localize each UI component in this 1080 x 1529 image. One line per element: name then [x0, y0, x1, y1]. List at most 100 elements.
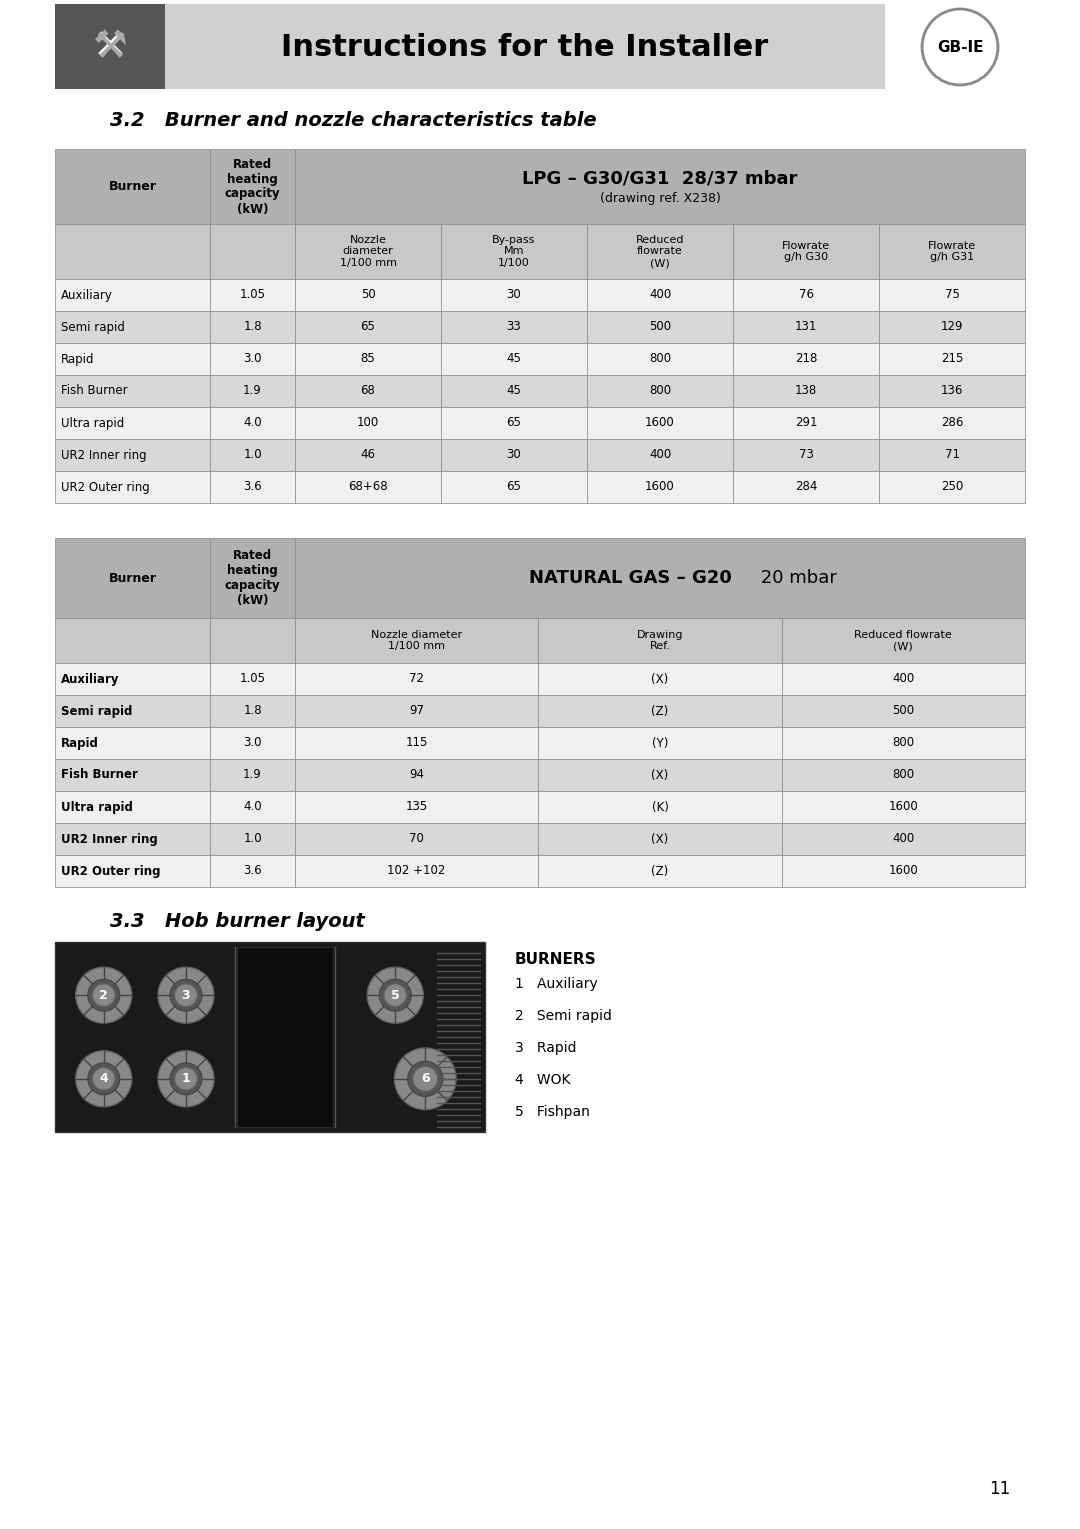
Text: 1600: 1600 — [889, 864, 918, 878]
Text: 135: 135 — [406, 801, 428, 813]
Bar — [55, 664, 210, 696]
Text: 68+68: 68+68 — [348, 480, 388, 494]
Bar — [588, 310, 733, 342]
Bar — [210, 342, 295, 375]
Text: 4.0: 4.0 — [243, 801, 261, 813]
Bar — [733, 310, 879, 342]
Text: 11: 11 — [989, 1480, 1011, 1498]
Bar — [441, 310, 588, 342]
Bar — [295, 790, 538, 823]
Text: 3.6: 3.6 — [243, 864, 261, 878]
Bar — [538, 696, 782, 726]
Text: 1.0: 1.0 — [243, 832, 261, 846]
Bar — [538, 823, 782, 855]
Bar — [210, 148, 295, 225]
Text: 76: 76 — [798, 289, 813, 301]
Text: 250: 250 — [941, 480, 963, 494]
Bar — [210, 310, 295, 342]
Bar — [165, 5, 885, 89]
Bar — [295, 538, 1025, 618]
Bar — [538, 855, 782, 887]
Bar — [295, 664, 538, 696]
Bar — [538, 726, 782, 758]
Text: 100: 100 — [356, 416, 379, 430]
Text: 68: 68 — [361, 384, 376, 398]
Circle shape — [170, 1063, 202, 1095]
Text: 97: 97 — [409, 705, 424, 717]
Text: Burner: Burner — [108, 572, 157, 584]
Text: 129: 129 — [941, 321, 963, 333]
Bar — [733, 342, 879, 375]
Circle shape — [922, 9, 998, 86]
Text: 1.0: 1.0 — [243, 448, 261, 462]
Text: Reduced flowrate
(W): Reduced flowrate (W) — [854, 630, 953, 651]
Bar — [55, 5, 165, 89]
Bar — [295, 310, 441, 342]
Text: (Z): (Z) — [651, 705, 669, 717]
Text: Auxiliary: Auxiliary — [60, 673, 120, 685]
Bar — [879, 225, 1025, 278]
Text: UR2 Outer ring: UR2 Outer ring — [60, 864, 161, 878]
Bar — [210, 407, 295, 439]
Bar — [55, 758, 210, 790]
Text: 3.3   Hob burner layout: 3.3 Hob burner layout — [110, 911, 365, 931]
Bar — [441, 471, 588, 503]
Bar — [210, 471, 295, 503]
Text: 5: 5 — [391, 989, 400, 1001]
Bar — [210, 758, 295, 790]
Bar — [295, 342, 441, 375]
Bar — [237, 946, 333, 1127]
Bar — [55, 148, 210, 225]
Text: 1.8: 1.8 — [243, 321, 261, 333]
Text: 65: 65 — [507, 416, 522, 430]
Text: Reduced
flowrate
(W): Reduced flowrate (W) — [636, 235, 685, 268]
Bar — [295, 407, 441, 439]
Text: Rapid: Rapid — [60, 353, 95, 365]
Text: Flowrate
g/h G30: Flowrate g/h G30 — [782, 240, 831, 263]
Text: 4   WOK: 4 WOK — [515, 1073, 570, 1087]
Text: 94: 94 — [409, 769, 424, 781]
Bar — [588, 225, 733, 278]
Text: 65: 65 — [507, 480, 522, 494]
Text: 71: 71 — [945, 448, 959, 462]
Text: 33: 33 — [507, 321, 522, 333]
Text: 20 mbar: 20 mbar — [755, 569, 837, 587]
Text: UR2 Inner ring: UR2 Inner ring — [60, 832, 158, 846]
Text: Ultra rapid: Ultra rapid — [60, 416, 124, 430]
Bar — [210, 439, 295, 471]
Text: 291: 291 — [795, 416, 818, 430]
Bar — [588, 471, 733, 503]
Bar — [210, 375, 295, 407]
Text: 1: 1 — [181, 1072, 190, 1086]
Bar — [210, 664, 295, 696]
Text: 2   Semi rapid: 2 Semi rapid — [515, 1009, 612, 1023]
Text: 800: 800 — [892, 769, 915, 781]
Text: Fish Burner: Fish Burner — [60, 384, 127, 398]
Text: 4: 4 — [99, 1072, 108, 1086]
Circle shape — [394, 1047, 456, 1110]
Bar — [295, 278, 441, 310]
Circle shape — [158, 1050, 214, 1107]
Text: 136: 136 — [941, 384, 963, 398]
Bar — [295, 225, 441, 278]
Text: 131: 131 — [795, 321, 818, 333]
Circle shape — [384, 985, 406, 1006]
Circle shape — [87, 979, 120, 1011]
Bar — [295, 855, 538, 887]
Text: 70: 70 — [409, 832, 424, 846]
Bar — [588, 342, 733, 375]
Text: UR2 Inner ring: UR2 Inner ring — [60, 448, 147, 462]
Text: 1.9: 1.9 — [243, 769, 261, 781]
Bar — [295, 726, 538, 758]
Text: 30: 30 — [507, 289, 522, 301]
Bar — [295, 758, 538, 790]
Text: 1   Auxiliary: 1 Auxiliary — [515, 977, 597, 991]
Text: Ultra rapid: Ultra rapid — [60, 801, 133, 813]
Text: 50: 50 — [361, 289, 376, 301]
Bar — [295, 148, 1025, 225]
Text: 400: 400 — [649, 448, 671, 462]
Text: Semi rapid: Semi rapid — [60, 321, 125, 333]
Bar — [441, 225, 588, 278]
Circle shape — [87, 1063, 120, 1095]
Bar — [538, 664, 782, 696]
